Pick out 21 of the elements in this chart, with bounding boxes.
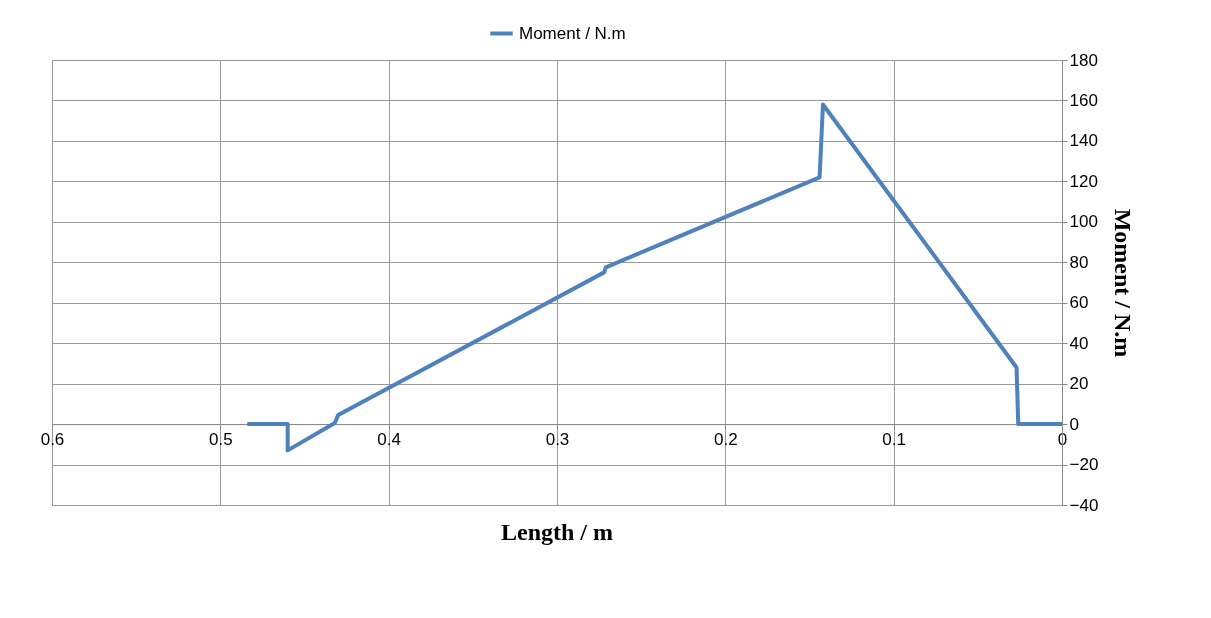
y-tick-label: −40 <box>1069 495 1099 515</box>
y-axis-title: Moment / N.m <box>1110 208 1137 358</box>
x-tick-label: 0.3 <box>545 429 570 449</box>
x-tick-label: 0.5 <box>209 429 233 449</box>
x-tick-label: 0.2 <box>714 429 738 449</box>
y-tick-label: 20 <box>1069 374 1089 394</box>
x-tick-label: 0.6 <box>40 429 65 449</box>
y-tick-label: 180 <box>1069 50 1098 70</box>
y-tick-label: 60 <box>1069 293 1089 313</box>
y-tick-label: 100 <box>1069 212 1098 232</box>
y-tick-label: 140 <box>1069 131 1098 151</box>
x-tick-label: 0.4 <box>377 429 401 449</box>
y-tick-label: −20 <box>1069 455 1099 475</box>
x-axis-title: Length / m <box>500 519 614 545</box>
y-tick-label: 160 <box>1069 90 1098 110</box>
y-tick-label: 80 <box>1069 252 1089 272</box>
y-tick-label: 0 <box>1069 414 1079 434</box>
legend-label: Moment / N.m <box>519 23 626 43</box>
x-tick-label: 0.1 <box>882 429 906 449</box>
y-tick-label: 40 <box>1069 333 1089 353</box>
y-tick-label: 120 <box>1069 171 1098 191</box>
